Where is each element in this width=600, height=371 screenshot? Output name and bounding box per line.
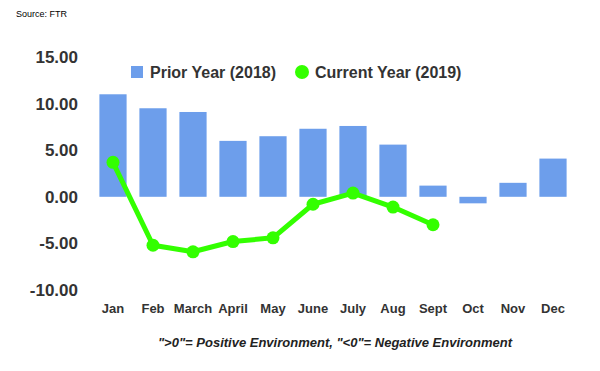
bar [459,197,486,204]
x-tick-label: Oct [462,301,484,316]
bar [259,136,286,197]
marker [387,201,400,214]
legend-swatch [131,66,143,78]
x-tick-label: July [340,301,367,316]
x-tick-label: Nov [501,301,526,316]
x-axis: Jan Feb March April May June July Aug Sept Oct Nov… [102,301,565,316]
marker [267,231,280,244]
source-note: Source: FTR [16,9,68,19]
bar [539,159,566,197]
bar [339,126,366,197]
bar [139,108,166,197]
legend-label: Current Year (2019) [315,64,461,81]
marker [147,239,160,252]
bar [219,141,246,197]
y-axis: -10.00 -5.00 0.00 5.00 10.00 15.00 [30,48,89,300]
x-tick-label: Feb [141,301,164,316]
marker [307,198,320,211]
plot-area [99,94,566,258]
y-tick-label: -10.00 [30,281,78,300]
x-tick-label: Dec [541,301,565,316]
y-tick-label: 15.00 [35,48,78,67]
y-tick-label: -5.00 [39,234,78,253]
footnote: ">0"= Positive Environment, "<0"= Negati… [158,335,513,350]
bar [419,186,446,197]
legend-label: Prior Year (2018) [150,64,276,81]
legend-swatch [295,65,309,79]
marker [227,235,240,248]
x-tick-label: May [260,301,286,316]
marker [187,245,200,258]
x-tick-label: April [218,301,248,316]
y-tick-label: 5.00 [45,141,78,160]
legend: Prior Year (2018) Current Year (2019) [131,64,461,81]
x-tick-label: Jan [102,301,124,316]
bar [379,145,406,197]
bar [179,112,206,197]
x-tick-label: March [174,301,212,316]
bar [299,129,326,197]
line [113,162,433,251]
marker [347,187,360,200]
marker [107,156,120,169]
y-tick-label: 0.00 [45,188,78,207]
chart: Source: FTR ">0"= Positive Environment, "… [0,0,600,371]
x-tick-label: Sept [419,301,448,316]
x-tick-label: Aug [380,301,405,316]
y-tick-label: 10.00 [35,95,78,114]
bar [499,183,526,197]
x-tick-label: June [298,301,328,316]
marker [427,218,440,231]
